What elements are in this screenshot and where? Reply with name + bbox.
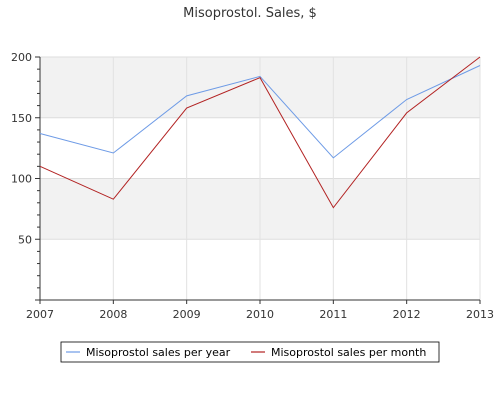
- x-tick-label: 2012: [393, 308, 421, 321]
- tick-labels: 50 100 150 200 2007 2008 2009 2010 2011 2012 2013: [11, 51, 494, 321]
- y-tick-label: 150: [11, 112, 32, 125]
- grid-lines: [40, 56, 481, 300]
- chart-title: Misoprostol. Sales, $: [183, 6, 317, 21]
- x-tick-label: 2008: [99, 308, 127, 321]
- legend: Misoprostol sales per year Misoprostol s…: [60, 341, 440, 363]
- legend-label-series-2: Misoprostol sales per month: [271, 346, 426, 359]
- x-tick-label: 2009: [173, 308, 201, 321]
- x-tick-label: 2011: [319, 308, 347, 321]
- series-lines: [39, 56, 481, 209]
- x-tick-label: 2013: [466, 308, 494, 321]
- y-tick-label: 100: [11, 173, 32, 186]
- legend-box: [60, 341, 440, 363]
- series-line-2: [39, 56, 481, 209]
- axes: [35, 56, 481, 304]
- y-tick-label: 50: [18, 233, 32, 246]
- legend-label-series-1: Misoprostol sales per year: [86, 346, 231, 359]
- series-line-1: [39, 65, 481, 159]
- y-tick-label: 200: [11, 51, 32, 64]
- x-tick-label: 2010: [246, 308, 274, 321]
- x-tick-label: 2007: [26, 308, 54, 321]
